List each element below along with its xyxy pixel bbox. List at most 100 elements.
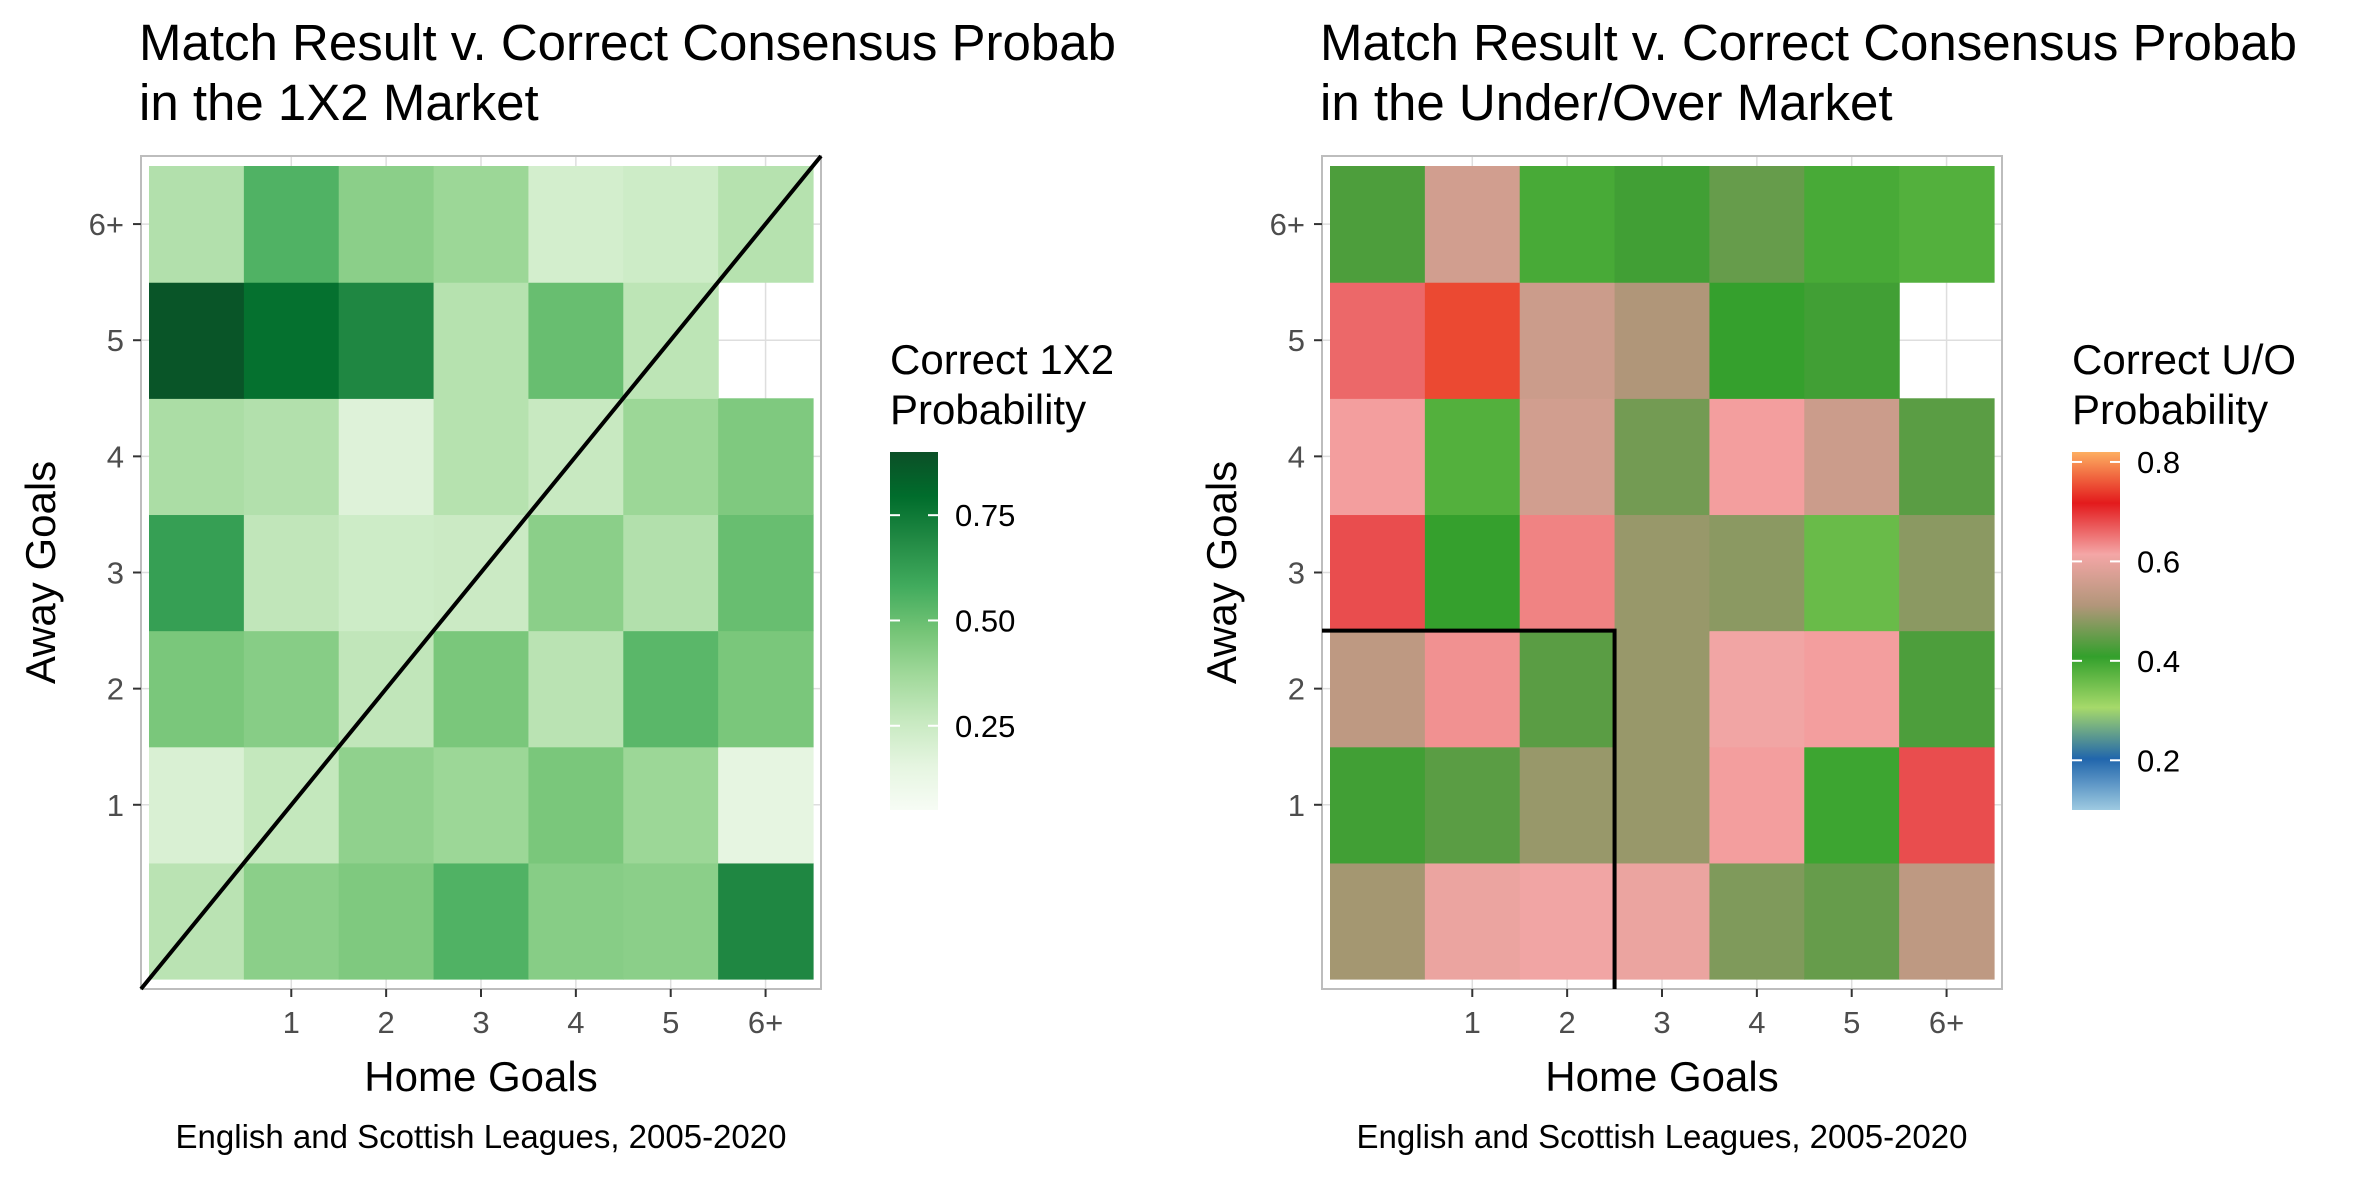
- y-tick-label: 5: [107, 323, 124, 358]
- heatmap-cell: [1614, 398, 1711, 516]
- heatmap-cell: [1899, 746, 1995, 864]
- heatmap-cell: [149, 398, 245, 516]
- x-tick-label: 6+: [1929, 1005, 1964, 1040]
- heatmap-cell: [1804, 514, 1900, 632]
- y-tick-label: 3: [1288, 556, 1305, 591]
- heatmap-cell: [1330, 514, 1426, 632]
- heatmap-cell: [1424, 630, 1521, 748]
- heatmap-cell: [433, 630, 530, 748]
- heatmap-cell: [243, 630, 340, 748]
- heatmap-cell: [1424, 398, 1521, 516]
- x-tick-label: 2: [378, 1005, 395, 1040]
- heatmap-cell: [338, 282, 435, 399]
- legend-tick-label: 0.6: [2137, 544, 2180, 579]
- heatmap-cell: [1519, 514, 1616, 632]
- heatmap-cell: [338, 862, 435, 980]
- legend-colorbar: [890, 452, 938, 810]
- y-tick-label: 4: [107, 439, 124, 474]
- heatmap-cell: [1614, 746, 1711, 864]
- heatmap-cell: [528, 746, 624, 864]
- heatmap-cell: [149, 282, 245, 399]
- heatmap-cell: [1614, 630, 1711, 748]
- heatmap-cell: [1330, 746, 1426, 864]
- chart-panel-2: 1 2 3 4 5 6+ 1 2 3 4 5 6+ Match Result v. Correct Co…: [1198, 14, 2297, 1155]
- y-tick-label: 1: [107, 788, 124, 823]
- heatmap-cell: [623, 630, 719, 748]
- heatmap-cell: [433, 398, 530, 516]
- heatmap-cell: [1614, 282, 1711, 399]
- heatmap-cell: [1709, 282, 1805, 399]
- heatmap-cell: [623, 746, 719, 864]
- heatmap-cell: [338, 398, 435, 516]
- legend-tick-label: 0.4: [2137, 644, 2180, 679]
- heatmap-cell: [1519, 398, 1616, 516]
- heatmap-cell: [1899, 166, 1995, 283]
- heatmap-cell: [1804, 862, 1900, 980]
- heatmap-cell: [433, 166, 530, 283]
- heatmap-cell: [528, 514, 624, 632]
- chart-panel-1: 1 2 3 4 5 6+ 1 2 3 4 5 6+ Match Result v. Correct Co…: [17, 14, 1116, 1155]
- y-tick-label: 2: [1288, 672, 1305, 707]
- heatmap-tiles: [149, 166, 814, 980]
- heatmap-cell: [1424, 514, 1521, 632]
- legend-tick-label: 0.8: [2137, 445, 2180, 480]
- heatmap-cell: [1424, 166, 1521, 283]
- heatmap-cell: [1709, 746, 1805, 864]
- heatmap-cell: [149, 166, 245, 283]
- legend-tick-label: 0.50: [955, 603, 1015, 638]
- heatmap-cell: [718, 630, 814, 748]
- y-axis-label: Away Goals: [1198, 461, 1245, 684]
- heatmap-cell: [1804, 746, 1900, 864]
- heatmap-cell: [1519, 166, 1616, 283]
- heatmap-cell: [1709, 630, 1805, 748]
- heatmap-cell: [1709, 862, 1805, 980]
- heatmap-cell: [1330, 282, 1426, 399]
- x-axis-label: Home Goals: [1545, 1053, 1778, 1100]
- heatmap-cell: [243, 862, 340, 980]
- y-tick-label: 1: [1288, 788, 1305, 823]
- heatmap-cell: [528, 630, 624, 748]
- heatmap-cell: [1614, 862, 1711, 980]
- heatmap-cell: [1424, 746, 1521, 864]
- legend-title-line1: Correct U/O: [2072, 336, 2296, 383]
- heatmap-cell: [718, 862, 814, 980]
- chart-caption: English and Scottish Leagues, 2005-2020: [176, 1118, 787, 1155]
- x-tick-label: 3: [472, 1005, 489, 1040]
- heatmap-cell: [623, 514, 719, 632]
- y-tick-label: 4: [1288, 439, 1305, 474]
- heatmap-cell: [149, 630, 245, 748]
- heatmap-cell: [718, 746, 814, 864]
- heatmap-cell: [1519, 630, 1616, 748]
- heatmap-cell: [1804, 166, 1900, 283]
- heatmap-cell: [338, 514, 435, 632]
- legend-title-line2: Probability: [2072, 386, 2268, 433]
- y-tick-label: 6+: [1270, 207, 1305, 242]
- heatmap-cell: [243, 166, 340, 283]
- heatmap-cell: [1330, 166, 1426, 283]
- heatmap-cell: [243, 514, 340, 632]
- heatmap-cell: [433, 862, 530, 980]
- heatmap-cell: [433, 746, 530, 864]
- legend-tick-label: 0.75: [955, 498, 1015, 533]
- heatmap-cell: [1614, 514, 1711, 632]
- x-tick-label: 4: [567, 1005, 584, 1040]
- y-tick-label: 6+: [89, 207, 124, 242]
- heatmap-cell: [623, 166, 719, 283]
- legend-tick-label: 0.2: [2137, 743, 2180, 778]
- heatmap-cell: [1804, 282, 1900, 399]
- heatmap-cell: [433, 282, 530, 399]
- heatmap-cell: [1519, 746, 1616, 864]
- heatmap-cell: [243, 398, 340, 516]
- heatmap-cell: [528, 166, 624, 283]
- heatmap-cell: [1330, 630, 1426, 748]
- heatmap-cell: [718, 514, 814, 632]
- y-axis-label: Away Goals: [17, 461, 64, 684]
- heatmap-cell: [1709, 398, 1805, 516]
- heatmap-cell: [528, 282, 624, 399]
- heatmap-cell: [1709, 166, 1805, 283]
- x-tick-label: 6+: [748, 1005, 783, 1040]
- heatmap-cell: [338, 166, 435, 283]
- x-tick-label: 5: [1843, 1005, 1860, 1040]
